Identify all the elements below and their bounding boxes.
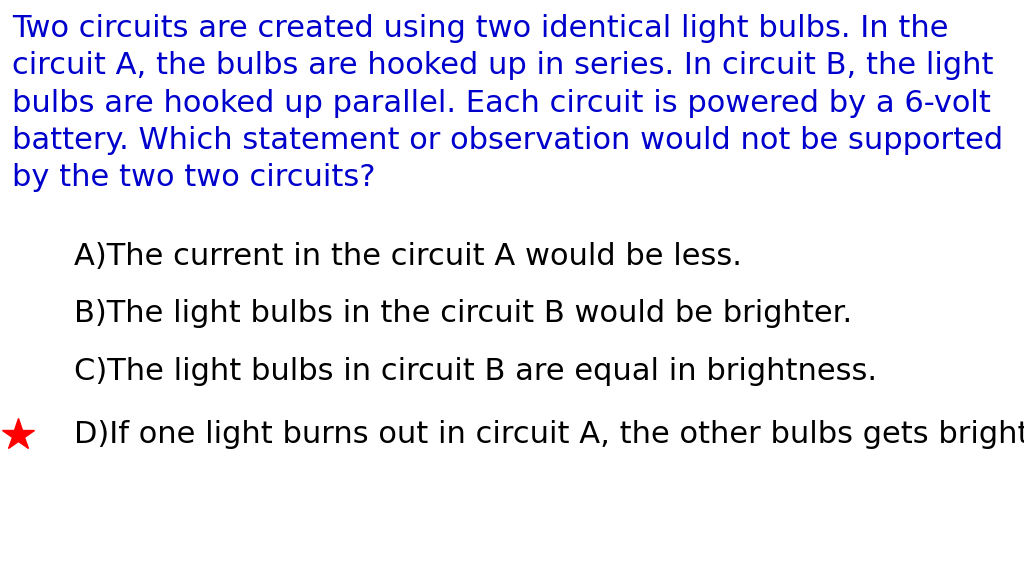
Text: C)The light bulbs in circuit B are equal in brightness.: C)The light bulbs in circuit B are equal… xyxy=(74,357,877,386)
Text: Two circuits are created using two identical light bulbs. In the
circuit A, the : Two circuits are created using two ident… xyxy=(12,14,1004,192)
Text: B)The light bulbs in the circuit B would be brighter.: B)The light bulbs in the circuit B would… xyxy=(74,300,852,328)
Text: D)If one light burns out in circuit A, the other bulbs gets brighter.: D)If one light burns out in circuit A, t… xyxy=(74,420,1024,449)
Text: A)The current in the circuit A would be less.: A)The current in the circuit A would be … xyxy=(74,242,741,271)
